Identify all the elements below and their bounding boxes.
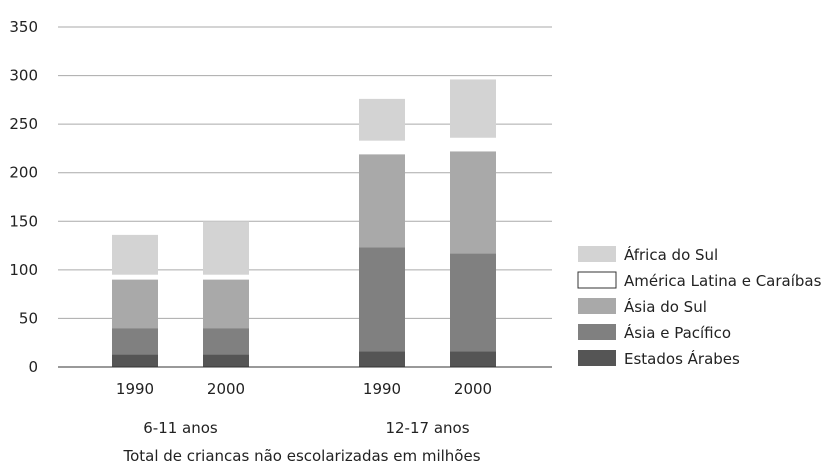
bar-segment xyxy=(359,247,405,352)
x-category-label: 1990 xyxy=(363,380,401,398)
bar-segment xyxy=(359,351,405,367)
bar-segment xyxy=(450,253,496,352)
y-tick-label: 350 xyxy=(9,18,38,36)
bar-segment xyxy=(359,98,405,141)
bar-segment xyxy=(203,279,249,329)
bar-segment xyxy=(203,221,249,275)
y-tick-label: 150 xyxy=(9,212,38,230)
legend-item: Ásia e Pacífico xyxy=(578,323,731,342)
y-tick-label: 250 xyxy=(9,115,38,133)
bar-segment xyxy=(359,154,405,248)
x-group-label: 12-17 anos xyxy=(385,419,469,437)
legend-label: Ásia do Sul xyxy=(624,297,707,316)
bar-segment xyxy=(450,137,496,152)
x-axis-category-labels: 1990 2000 1990 2000 xyxy=(116,380,492,398)
chart-caption: Total de criancas não escolarizadas em m… xyxy=(122,447,480,465)
legend-item: Estados Árabes xyxy=(578,349,740,368)
y-tick-label: 300 xyxy=(9,67,38,85)
legend-label: Ásia e Pacífico xyxy=(624,323,731,342)
x-group-label: 6-11 anos xyxy=(143,419,218,437)
y-tick-label: 50 xyxy=(19,309,38,327)
x-category-label: 2000 xyxy=(207,380,245,398)
y-axis-tick-labels: 0 50 100 150 200 250 300 350 xyxy=(9,18,38,376)
bar-segment xyxy=(450,151,496,254)
bar-stacks xyxy=(112,79,496,367)
bar-segment xyxy=(112,328,158,355)
x-category-label: 2000 xyxy=(454,380,492,398)
legend: África do Sul América Latina e Caraíbas Ás… xyxy=(577,245,822,368)
bar-segment xyxy=(359,140,405,155)
x-axis-group-labels: 6-11 anos 12-17 anos xyxy=(143,419,469,437)
legend-swatch xyxy=(578,324,616,340)
bar-segment xyxy=(112,354,158,367)
legend-label: Estados Árabes xyxy=(624,349,740,368)
bar-stack xyxy=(203,221,249,367)
legend-item: África do Sul xyxy=(578,245,718,264)
bar-segment xyxy=(450,79,496,138)
legend-item: Ásia do Sul xyxy=(578,297,707,316)
bar-stack xyxy=(359,98,405,367)
bar-segment xyxy=(112,274,158,280)
bar-stack xyxy=(450,79,496,367)
legend-item: América Latina e Caraíbas xyxy=(577,271,822,290)
bar-stack xyxy=(112,234,158,367)
bar-segment xyxy=(112,234,158,275)
bar-segment xyxy=(112,279,158,329)
x-category-label: 1990 xyxy=(116,380,154,398)
legend-swatch xyxy=(578,350,616,366)
bar-segment xyxy=(203,328,249,355)
y-tick-label: 0 xyxy=(28,358,38,376)
legend-swatch xyxy=(578,298,616,314)
bar-segment xyxy=(450,351,496,367)
legend-label: América Latina e Caraíbas xyxy=(624,272,822,290)
bar-segment xyxy=(203,274,249,280)
legend-swatch xyxy=(577,271,617,289)
y-tick-label: 200 xyxy=(9,164,38,182)
y-tick-label: 100 xyxy=(9,261,38,279)
legend-swatch xyxy=(578,246,616,262)
bar-segment xyxy=(203,354,249,367)
legend-label: África do Sul xyxy=(624,245,718,264)
